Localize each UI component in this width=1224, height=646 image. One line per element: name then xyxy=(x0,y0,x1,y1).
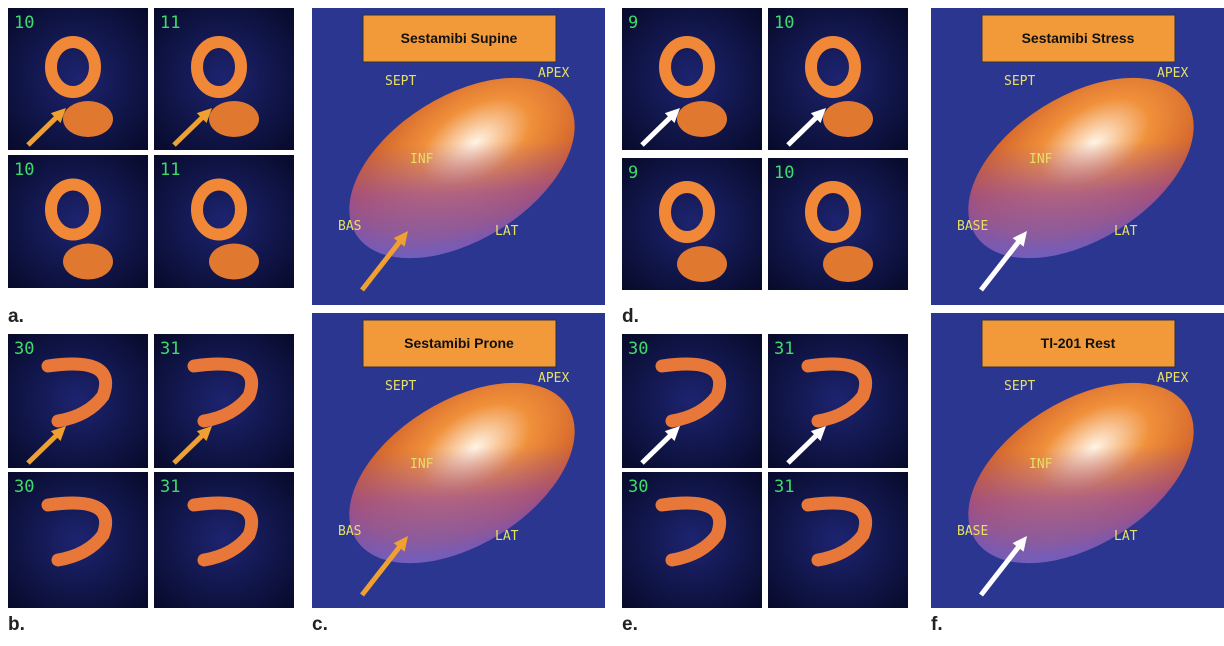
orientation-label: INF xyxy=(410,457,434,472)
orientation-label: BASE xyxy=(957,219,988,234)
map-title: Sestamibi Prone xyxy=(404,335,514,351)
orientation-label: APEX xyxy=(538,371,569,386)
orientation-label: APEX xyxy=(538,66,569,81)
orientation-label: INF xyxy=(410,152,434,167)
slice-number: 10 xyxy=(774,13,794,33)
orientation-label: LAT xyxy=(495,224,519,239)
myocardium xyxy=(677,101,727,137)
slice-number: 10 xyxy=(14,13,34,33)
orientation-label: BAS xyxy=(338,524,361,539)
orientation-label: SEPT xyxy=(385,74,416,89)
orientation-label: LAT xyxy=(495,529,519,544)
slice-number: 10 xyxy=(774,163,794,183)
orientation-label: BAS xyxy=(338,219,361,234)
panel-label: f. xyxy=(931,614,943,635)
panel-label: c. xyxy=(312,614,328,635)
slice-number: 30 xyxy=(14,477,34,497)
myocardium xyxy=(677,246,727,282)
myocardium xyxy=(63,101,113,137)
slice-number: 31 xyxy=(160,339,180,359)
slice-number: 30 xyxy=(14,339,34,359)
slice-number: 30 xyxy=(628,477,648,497)
myocardium xyxy=(209,101,259,137)
orientation-label: LAT xyxy=(1114,529,1138,544)
panel-label: e. xyxy=(622,614,638,635)
panel-label: d. xyxy=(622,306,639,327)
panel-label: b. xyxy=(8,614,25,635)
myocardium xyxy=(63,244,113,280)
orientation-label: APEX xyxy=(1157,371,1188,386)
map-title: Sestamibi Supine xyxy=(401,30,518,46)
orientation-label: INF xyxy=(1029,457,1053,472)
orientation-label: SEPT xyxy=(1004,74,1035,89)
slice-number: 11 xyxy=(160,160,180,180)
orientation-label: SEPT xyxy=(1004,379,1035,394)
myocardium xyxy=(823,101,873,137)
slice-number: 9 xyxy=(628,13,638,33)
slice-number: 9 xyxy=(628,163,638,183)
orientation-label: SEPT xyxy=(385,379,416,394)
orientation-label: BASE xyxy=(957,524,988,539)
orientation-label: LAT xyxy=(1114,224,1138,239)
myocardium xyxy=(209,244,259,280)
orientation-label: APEX xyxy=(1157,66,1188,81)
figure: a. 10 11 10 11 b. 30 31 30 31 c. Sestamibi Supine SE… xyxy=(0,0,1224,646)
slice-number: 11 xyxy=(160,13,180,33)
orientation-label: INF xyxy=(1029,152,1053,167)
slice-number: 31 xyxy=(774,477,794,497)
slice-number: 30 xyxy=(628,339,648,359)
slice-number: 31 xyxy=(160,477,180,497)
map-title: Sestamibi Stress xyxy=(1022,30,1135,46)
panel-label: a. xyxy=(8,306,24,327)
myocardium xyxy=(823,246,873,282)
map-title: Tl-201 Rest xyxy=(1041,335,1116,351)
slice-number: 10 xyxy=(14,160,34,180)
slice-number: 31 xyxy=(774,339,794,359)
